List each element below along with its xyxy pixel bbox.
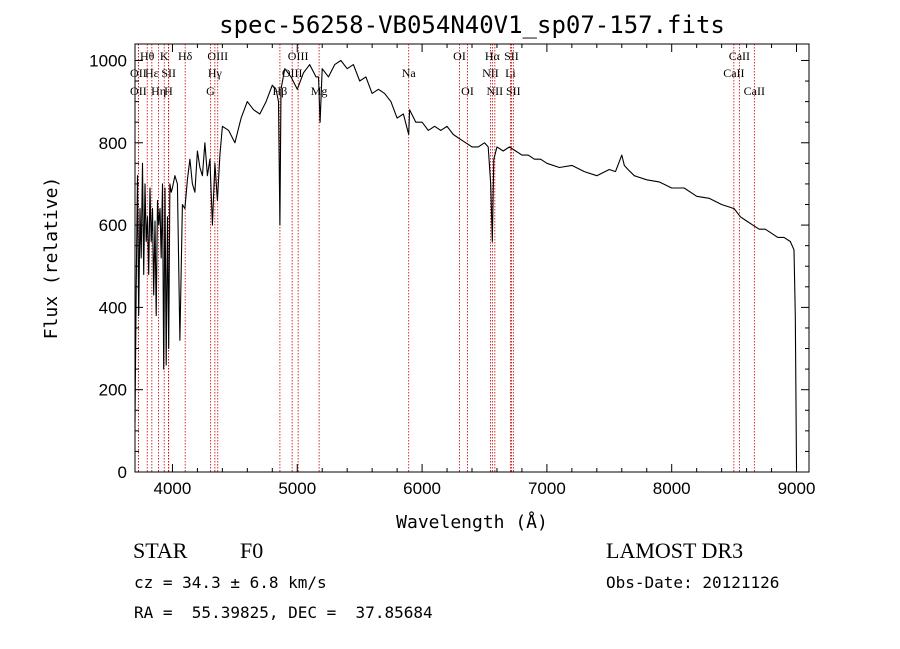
spectral-line-label-16: Na (402, 66, 417, 80)
spectral-line-label-3: Hε (145, 66, 159, 80)
x-tick-label-8000: 8000 (653, 479, 691, 498)
x-axis-label: Wavelength (Å) (396, 511, 548, 533)
x-tick-label-7000: 7000 (528, 479, 566, 498)
spectral-line-label-14: OIII (282, 66, 303, 80)
y-tick-label-400: 400 (99, 298, 127, 317)
spectral-line-label-20: SII (504, 49, 519, 63)
plot-frame (134, 43, 810, 473)
spectral-line-label-2: OII (130, 84, 147, 98)
x-tick-label-9000: 9000 (778, 479, 816, 498)
object-class: STAR (133, 538, 188, 563)
y-axis-label: Flux (relative) (41, 177, 62, 340)
spectrum-series (134, 59, 798, 468)
spectral-line-label-27: CaII (744, 84, 765, 98)
spectral-line-label-9: OIII (207, 49, 228, 63)
spectral-subclass: F0 (240, 538, 264, 563)
x-tick-label-5000: 5000 (278, 479, 316, 498)
spectral-line-label-0: Hθ (140, 49, 155, 63)
spectral-line-label-11: G (206, 84, 215, 98)
x-tick-label-6000: 6000 (403, 479, 441, 498)
spectral-line-label-17: OI (453, 49, 466, 63)
spectral-line-label-8: Hδ (178, 49, 193, 63)
x-tick-label-4000: 4000 (154, 479, 192, 498)
axis-ticks: 4000 5000 6000 7000 8000 9000 0 200 400 600 800 100… (89, 44, 815, 498)
observation-date: Obs-Date: 20121126 (606, 573, 780, 592)
spectral-line-label-21: NII (482, 66, 499, 80)
survey-name: LAMOST DR3 (606, 538, 744, 563)
spectral-line-label-18: OI (461, 84, 474, 98)
y-tick-label-0: 0 (118, 463, 127, 482)
spectral-line-label-4: Hη (151, 84, 166, 98)
spectral-line-label-7: H (164, 84, 173, 98)
spectral-line-label-6: SII (161, 66, 176, 80)
spectral-line-label-13: OIII (288, 49, 309, 63)
spectral-line-label-25: CaII (729, 49, 750, 63)
chart-title: spec-56258-VB054N40V1_sp07-157.fits (219, 11, 725, 39)
spectral-line-label-10: Hγ (208, 66, 223, 80)
spectral-line-label-5: K (160, 49, 169, 63)
spectral-line-markers (137, 44, 755, 472)
spectral-line-label-19: Hα (485, 49, 501, 63)
y-tick-label-600: 600 (99, 216, 127, 235)
spectral-line-label-12: Hβ (273, 84, 288, 98)
spectrum-chart: spec-56258-VB054N40V1_sp07-157.fits Hθ OI… (41, 11, 815, 533)
series-line-flux (134, 59, 798, 468)
spectral-line-label-23: NII (487, 84, 504, 98)
coordinates: RA = 55.39825, DEC = 37.85684 (134, 603, 433, 622)
spectral-line-label-26: CaII (723, 66, 744, 80)
y-tick-label-1000: 1000 (89, 51, 127, 70)
spectral-line-label-22: Li (505, 66, 516, 80)
y-tick-label-200: 200 (99, 381, 127, 400)
spectral-line-label-24: SII (506, 84, 521, 98)
redshift-value: cz = 34.3 ± 6.8 km/s (134, 573, 327, 592)
y-tick-label-800: 800 (99, 134, 127, 153)
spectral-line-label-1: OII (130, 66, 147, 80)
